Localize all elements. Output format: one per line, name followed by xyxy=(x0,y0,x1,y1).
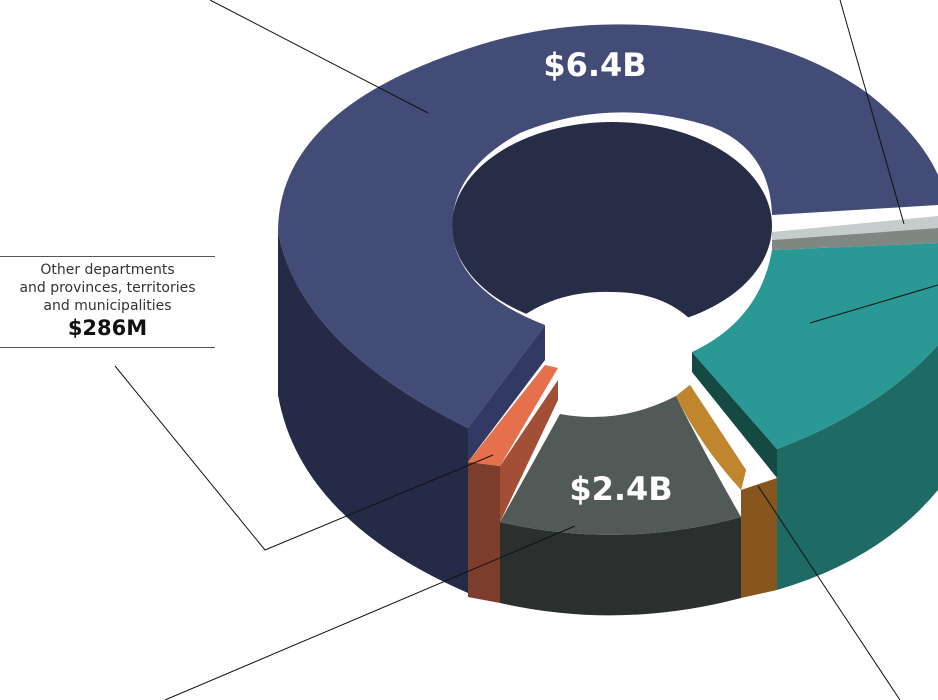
slice-side-dark-gray xyxy=(500,517,741,616)
leader-line-gray xyxy=(839,0,905,225)
value-label-dark-gray: $2.4B xyxy=(569,470,672,508)
slice-cut-teal xyxy=(692,352,777,478)
slice-top-dark-gray xyxy=(500,396,741,535)
callout-other-departments: Other departments and provinces, territo… xyxy=(0,256,215,348)
slice-top-light-gray xyxy=(772,216,938,240)
leader-line-large xyxy=(209,0,429,114)
callout-line-1: Other departments xyxy=(40,262,175,278)
slice-top-gold xyxy=(676,385,746,490)
slice-cut-large xyxy=(468,325,545,462)
leader-line-dark-gray xyxy=(164,525,576,700)
callout-amount: $286M xyxy=(67,316,148,340)
leader-line-teal xyxy=(809,284,938,324)
leader-line-orange xyxy=(114,365,494,551)
slice-top-teal xyxy=(692,243,938,449)
slice-top-large xyxy=(278,24,938,428)
slice-cut-orange xyxy=(500,380,558,522)
donut-hole xyxy=(452,122,772,330)
slice-side-teal xyxy=(777,345,938,590)
slice-side-large xyxy=(278,232,468,593)
leader-line-gold xyxy=(757,485,901,700)
donut-hole-opening xyxy=(515,291,700,415)
slice-side-gold xyxy=(741,478,777,598)
callout-line-2: and provinces, territories xyxy=(19,280,196,296)
slice-top-mid-gray xyxy=(772,228,938,250)
value-label-large: $6.4B xyxy=(543,46,646,84)
slice-side-orange xyxy=(468,462,500,603)
callout-line-3: and municipalities xyxy=(43,298,172,314)
slice-top-orange xyxy=(468,365,558,466)
